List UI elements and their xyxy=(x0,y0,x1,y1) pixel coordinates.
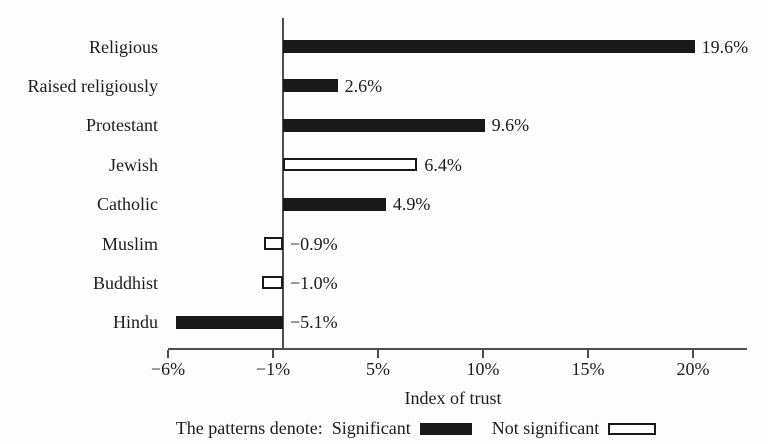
legend-prefix-label: The patterns denote: xyxy=(175,418,323,438)
x-axis-tick-label: −1% xyxy=(255,359,291,379)
bar-value-label: 6.4% xyxy=(424,154,462,175)
x-axis-line xyxy=(168,348,747,350)
x-axis-tick-mark xyxy=(167,350,169,358)
x-axis-tick-mark xyxy=(482,350,484,358)
category-label: Buddhist xyxy=(92,272,158,293)
bar-value-label: 2.6% xyxy=(344,75,383,96)
x-axis-tick-mark xyxy=(272,350,274,358)
category-label: Raised religiously xyxy=(27,75,158,96)
x-axis-tick-label: 15% xyxy=(571,359,605,379)
bar-value-label: 19.6% xyxy=(701,36,749,57)
category-label: Religious xyxy=(88,36,158,57)
bar-value-label: −5.1% xyxy=(290,312,338,333)
bar-value-label: −0.9% xyxy=(290,233,338,254)
bar-not-significant xyxy=(262,276,283,290)
legend-significant-label: Significant xyxy=(331,418,411,438)
category-label: Protestant xyxy=(86,115,158,136)
legend-significant-swatch xyxy=(419,422,472,435)
x-axis-tick-label: 5% xyxy=(366,359,390,379)
x-axis-tick-mark xyxy=(587,350,589,358)
x-axis-tick-label: −6% xyxy=(150,359,186,379)
x-axis-tick-mark xyxy=(692,350,694,358)
bar-value-label: 4.9% xyxy=(392,194,431,215)
legend-not-significant-swatch xyxy=(608,422,657,435)
bar-not-significant xyxy=(264,237,283,250)
bar-significant xyxy=(283,79,338,93)
bar-significant xyxy=(283,40,695,53)
legend: The patterns denote: Significant Not sig… xyxy=(0,418,768,439)
bar-significant xyxy=(283,197,386,211)
x-axis-title: Index of trust xyxy=(404,388,502,408)
category-label: Jewish xyxy=(109,154,158,175)
bar-significant xyxy=(283,118,485,132)
bar-value-label: −1.0% xyxy=(290,272,338,293)
x-axis-tick-mark xyxy=(377,350,379,358)
bar-significant xyxy=(175,315,283,329)
bar-value-label: 9.6% xyxy=(491,115,530,136)
legend-not-significant-label: Not significant xyxy=(491,418,600,438)
x-axis-tick-label: 20% xyxy=(676,359,710,379)
x-axis-tick-label: 10% xyxy=(466,359,500,379)
bar-not-significant xyxy=(283,158,418,172)
category-label: Hindu xyxy=(113,312,158,333)
baseline-axis-line xyxy=(282,18,284,349)
category-label: Muslim xyxy=(101,233,158,254)
category-label: Catholic xyxy=(97,194,158,215)
